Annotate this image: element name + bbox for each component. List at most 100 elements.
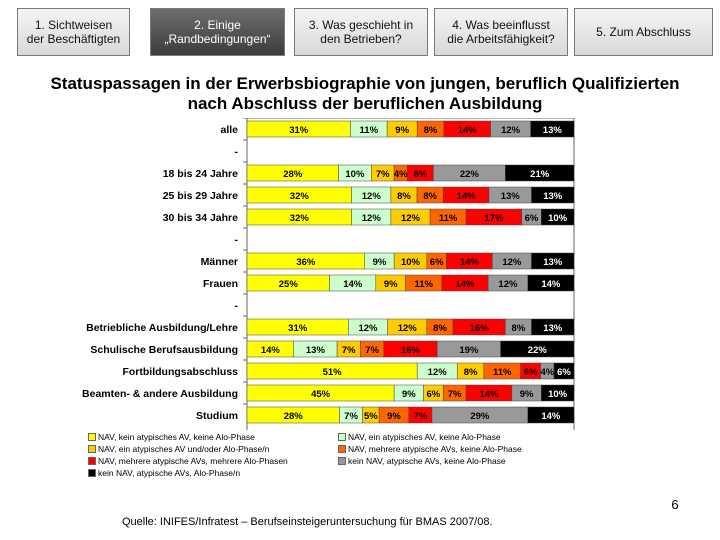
category-label: -: [235, 234, 239, 246]
bar-value-label: 12%: [498, 279, 518, 290]
bar-value-label: 14%: [343, 279, 363, 290]
bar-value-label: 13%: [543, 257, 563, 268]
nav-tab-sichtweisen[interactable]: 1. Sichtweisen der Beschäftigten: [17, 8, 130, 56]
bar-segment: [527, 406, 575, 424]
bar-value-label: 14%: [541, 279, 561, 290]
bar-value-label: 10%: [401, 257, 421, 268]
legend-item: NAV, mehrere atypische AVs, keine Alo-Ph…: [338, 444, 522, 454]
bar-value-label: 13%: [543, 323, 563, 334]
legend-label: kein NAV, atypische AVs, keine Alo-Phase: [348, 456, 506, 466]
bar-value-label: 10%: [345, 169, 365, 180]
nav-tab-abschluss[interactable]: 5. Zum Abschluss: [574, 8, 713, 56]
category-label: -: [235, 300, 239, 312]
bar-value-label: 11%: [414, 279, 433, 290]
bar-value-label: 45%: [311, 389, 331, 400]
bar-value-label: 14%: [479, 389, 499, 400]
bar-value-label: 6%: [525, 213, 539, 224]
bar-value-label: 8%: [433, 323, 447, 334]
bar-value-label: 6%: [427, 389, 441, 400]
bar-value-label: 14%: [261, 345, 281, 356]
bar-value-label: 13%: [543, 125, 563, 136]
nav-tab-betriebe[interactable]: 3. Was geschieht in den Betrieben?: [294, 8, 428, 56]
stacked-bar-chart: alle 31% 11% 9% 8% 14% 12% 13%-18 bis 24 Jahre 2…: [82, 118, 575, 430]
bar-value-label: 7%: [342, 345, 356, 356]
nav-tab-randbedingungen[interactable]: 2. Einige „Randbedingungen“: [150, 8, 285, 56]
legend-item: NAV, ein atypisches AV und/oder Alo-Phas…: [88, 444, 269, 454]
bar-segment: [541, 208, 575, 226]
legend-swatch: [338, 433, 346, 441]
bar-value-label: 16%: [401, 345, 421, 356]
legend-swatch: [338, 457, 346, 465]
bar-value-label: 14%: [460, 257, 480, 268]
legend-swatch: [88, 457, 96, 465]
bar-value-label: 9%: [395, 125, 409, 136]
bar-value-label: 13%: [501, 191, 521, 202]
bar-value-label: 9%: [384, 279, 398, 290]
bar-value-label: 8%: [512, 323, 526, 334]
bar-value-label: 14%: [541, 411, 561, 422]
slide-title: Statuspassagen in der Erwerbsbiographie …: [50, 74, 680, 113]
bar-value-label: 29%: [470, 411, 490, 422]
category-label: 18 bis 24 Jahre: [163, 168, 238, 180]
legend-swatch: [88, 469, 96, 477]
bar-value-label: 14%: [455, 279, 475, 290]
bar-segment: [541, 384, 575, 402]
source-note: Quelle: INIFES/Infratest – Berufseinstei…: [122, 516, 493, 528]
legend-label: NAV, ein atypisches AV und/oder Alo-Phas…: [98, 444, 270, 454]
legend-swatch: [338, 445, 346, 453]
bar-segment: [527, 274, 575, 292]
bar-value-label: 11%: [439, 213, 458, 224]
nav-tab-arbeitsfaehigkeit[interactable]: 4. Was beeinflusst die Arbeitsfähigkeit?: [434, 8, 568, 56]
category-label: -: [235, 146, 239, 158]
bar-value-label: 32%: [290, 191, 310, 202]
bar-value-label: 12%: [502, 257, 522, 268]
bar-value-label: 6%: [524, 367, 538, 378]
bar-value-label: 51%: [323, 367, 343, 378]
bar-value-label: 9%: [520, 389, 534, 400]
bar-value-label: 9%: [402, 389, 416, 400]
legend-swatch: [88, 445, 96, 453]
category-label: 30 bis 34 Jahre: [163, 212, 238, 224]
category-label: Fortbildungsabschluss: [122, 366, 238, 378]
bar-value-label: 12%: [401, 213, 421, 224]
page-number: 6: [671, 497, 679, 512]
bar-value-label: 14%: [457, 191, 477, 202]
bar-value-label: 16%: [470, 323, 490, 334]
legend-item: NAV, ein atypisches AV, keine Alo-Phase: [338, 432, 501, 442]
bar-value-label: 10%: [548, 389, 568, 400]
bar-value-label: 32%: [290, 213, 310, 224]
bar-value-label: 4%: [394, 169, 408, 180]
bar-value-label: 7%: [365, 345, 379, 356]
legend-swatch: [88, 433, 96, 441]
bar-segment: [531, 252, 575, 270]
bar-value-label: 7%: [376, 169, 390, 180]
bar-value-label: 8%: [464, 367, 478, 378]
bar-value-label: 8%: [424, 125, 438, 136]
bar-value-label: 12%: [398, 323, 418, 334]
bar-value-label: 7%: [448, 389, 462, 400]
bar-value-label: 25%: [279, 279, 299, 290]
category-label: Beamten- & andere Ausbildung: [82, 388, 238, 400]
bar-value-label: 31%: [288, 323, 308, 334]
bar-value-label: 11%: [360, 125, 379, 136]
legend-item: kein NAV, atypische AVs, keine Alo-Phase: [338, 456, 506, 466]
bar-value-label: 17%: [484, 213, 504, 224]
bar-value-label: 8%: [397, 191, 411, 202]
bar-value-label: 12%: [358, 323, 378, 334]
bar-value-label: 6%: [557, 367, 571, 378]
bar-value-label: 11%: [493, 367, 512, 378]
bar-value-label: 7%: [414, 411, 428, 422]
category-label: Schulische Berufsausbildung: [90, 344, 238, 356]
legend-label: NAV, mehrere atypische AVs, keine Alo-Ph…: [348, 444, 522, 454]
bar-value-label: 6%: [430, 257, 444, 268]
bar-segment: [553, 362, 575, 380]
bar-value-label: 14%: [458, 125, 478, 136]
bar-segment: [531, 186, 575, 204]
bar-value-label: 10%: [548, 213, 568, 224]
bar-value-label: 13%: [543, 191, 563, 202]
bar-value-label: 21%: [530, 169, 550, 180]
category-label: alle: [220, 124, 238, 136]
bar-value-label: 7%: [344, 411, 358, 422]
bar-value-label: 13%: [306, 345, 326, 356]
legend-item: NAV, mehrere atypische AVs, mehrere Alo-…: [88, 456, 288, 466]
